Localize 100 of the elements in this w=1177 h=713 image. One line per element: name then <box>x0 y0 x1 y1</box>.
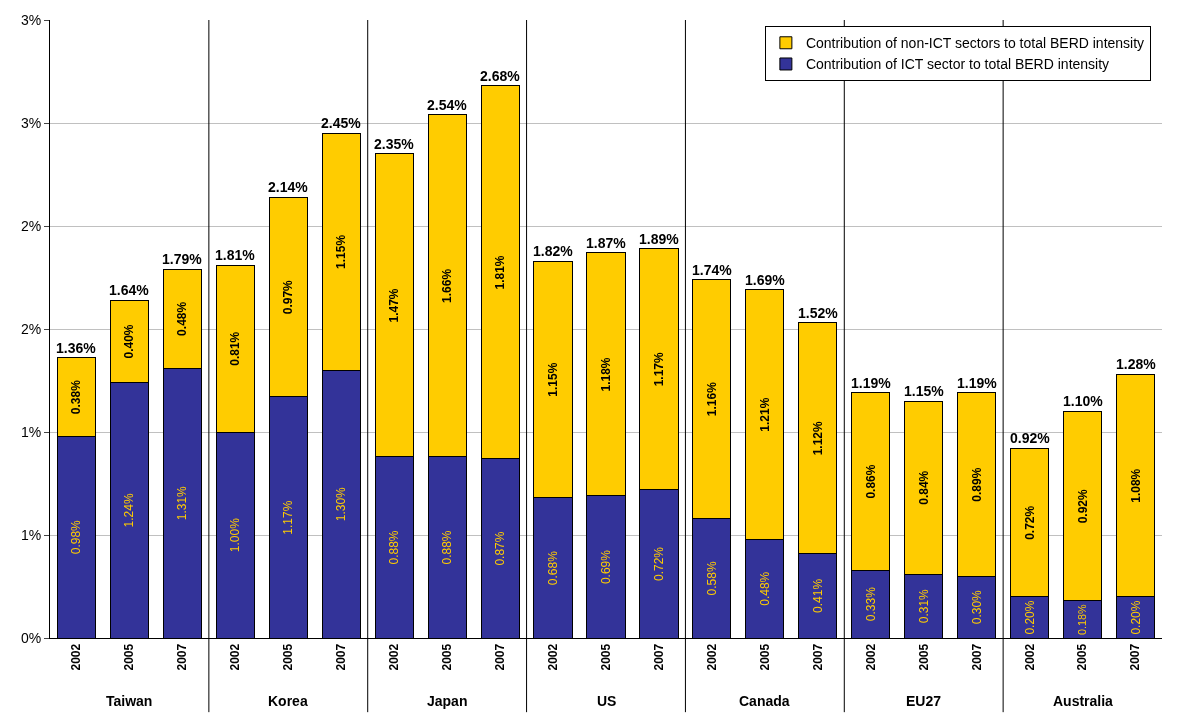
x-tick-label: 2007 <box>810 643 825 671</box>
x-tick-label: 2002 <box>704 643 719 671</box>
data-label: 0.48% <box>175 301 190 336</box>
text: US <box>597 693 617 709</box>
x-tick-label: 2005 <box>281 643 296 671</box>
y-tick-label: 3% <box>20 11 42 28</box>
data-label: 1.12% <box>810 421 825 456</box>
data-label: 1.81% <box>493 255 508 290</box>
data-label: 1.15% <box>546 362 561 397</box>
text: Taiwan <box>106 693 153 709</box>
x-tick-label: 2002 <box>69 643 84 671</box>
data-label: 0.20% <box>1128 600 1143 635</box>
x-tick-label: 2007 <box>1128 643 1143 671</box>
data-label: 0.41% <box>810 578 825 613</box>
data-label: 0.97% <box>281 279 296 315</box>
data-label: 0.68% <box>546 550 561 586</box>
data-label: 0.84% <box>916 470 931 505</box>
total-label: 2.14% <box>268 179 309 195</box>
x-tick-label: 2005 <box>916 643 931 671</box>
text: EU27 <box>906 693 942 709</box>
data-label: 1.17% <box>281 500 296 535</box>
x-tick-label: 2005 <box>757 643 772 671</box>
total-label: 2.35% <box>374 136 415 152</box>
x-tick-label: 2005 <box>440 643 455 671</box>
data-label: 1.00% <box>228 517 243 553</box>
total-label: 1.81% <box>215 247 256 263</box>
total-label: 2.68% <box>480 68 521 84</box>
total-label: 1.28% <box>1116 356 1157 372</box>
data-label: 0.98% <box>69 519 84 555</box>
data-label: 0.87% <box>493 531 508 566</box>
total-label: 2.54% <box>427 97 468 113</box>
total-label: 1.79% <box>162 251 203 267</box>
total-label: 1.89% <box>639 231 680 247</box>
x-tick-label: 2002 <box>228 643 243 671</box>
x-tick-label: 2007 <box>334 643 349 671</box>
x-tick-label: 2002 <box>545 643 560 671</box>
text: Korea <box>268 693 308 709</box>
total-label: 1.69% <box>745 272 786 288</box>
data-label: 0.92% <box>1075 488 1090 524</box>
x-tick-label: 2007 <box>969 643 984 671</box>
data-label: 0.38% <box>69 379 84 415</box>
data-label: 0.86% <box>863 464 878 499</box>
x-tick-label: 2005 <box>1075 643 1090 671</box>
y-tick-label: 2% <box>20 320 42 337</box>
data-label: 1.17% <box>651 351 666 387</box>
data-label: 0.88% <box>440 530 455 565</box>
total-label: 1.19% <box>957 375 998 391</box>
total-label: 1.82% <box>533 243 574 259</box>
y-tick-label: 1% <box>20 526 42 543</box>
data-label: 0.88% <box>387 530 402 565</box>
data-label: 0.89% <box>969 467 984 502</box>
data-label: 0.30% <box>969 589 984 625</box>
data-label: 0.40% <box>122 324 137 359</box>
data-label: 0.72% <box>1022 505 1037 540</box>
total-label: 1.87% <box>586 235 627 251</box>
data-label: 1.47% <box>387 288 402 323</box>
x-tick-label: 2002 <box>387 643 402 671</box>
total-label: 1.19% <box>851 375 892 391</box>
data-label: 1.18% <box>599 357 613 392</box>
x-tick-label: 2007 <box>175 643 190 671</box>
total-label: 1.15% <box>904 383 945 399</box>
data-label: 1.24% <box>122 493 137 528</box>
text: Japan <box>427 693 468 709</box>
data-label: 0.69% <box>599 549 613 585</box>
data-label: 1.16% <box>704 381 719 417</box>
x-tick-label: 2002 <box>1022 643 1037 671</box>
total-label: 1.36% <box>56 340 97 356</box>
x-tick-label: 2005 <box>598 643 613 671</box>
total-label: 1.10% <box>1063 393 1104 409</box>
data-label: 0.20% <box>1022 600 1037 635</box>
x-tick-label: 2007 <box>651 643 666 671</box>
text: Canada <box>739 693 790 709</box>
data-label: 1.08% <box>1128 468 1143 503</box>
x-tick-label: 2002 <box>863 643 878 671</box>
y-tick-label: 3% <box>20 114 42 131</box>
data-label: 1.15% <box>334 234 349 269</box>
total-label: 1.52% <box>798 305 839 321</box>
x-tick-label: 2005 <box>122 643 137 671</box>
data-label: 1.21% <box>757 397 772 432</box>
data-label: 1.66% <box>440 268 455 303</box>
total-label: 2.45% <box>321 115 362 131</box>
total-label: 1.64% <box>109 282 150 298</box>
data-label: 0.31% <box>916 588 931 624</box>
data-label: 0.72% <box>651 546 666 582</box>
data-label: 0.33% <box>863 586 878 622</box>
data-label: 1.30% <box>334 486 349 522</box>
data-label: 1.31% <box>175 485 190 521</box>
data-label: 0.58% <box>704 561 719 596</box>
legend-label: Contribution of non-ICT sectors to total BERD intensity <box>805 35 1145 52</box>
data-label: 0.18% <box>1076 603 1089 635</box>
y-tick-label: 1% <box>20 423 42 440</box>
y-tick-label: 2% <box>20 217 42 234</box>
total-label: 0.92% <box>1010 430 1051 446</box>
y-tick-label: 0% <box>20 629 42 646</box>
data-label: 0.81% <box>228 331 243 366</box>
text: Australia <box>1053 693 1114 709</box>
total-label: 1.74% <box>692 262 733 278</box>
data-label: 0.48% <box>757 571 772 606</box>
legend-label: Contribution of ICT sector to total BERD intensity <box>805 56 1110 73</box>
x-tick-label: 2007 <box>493 643 507 671</box>
